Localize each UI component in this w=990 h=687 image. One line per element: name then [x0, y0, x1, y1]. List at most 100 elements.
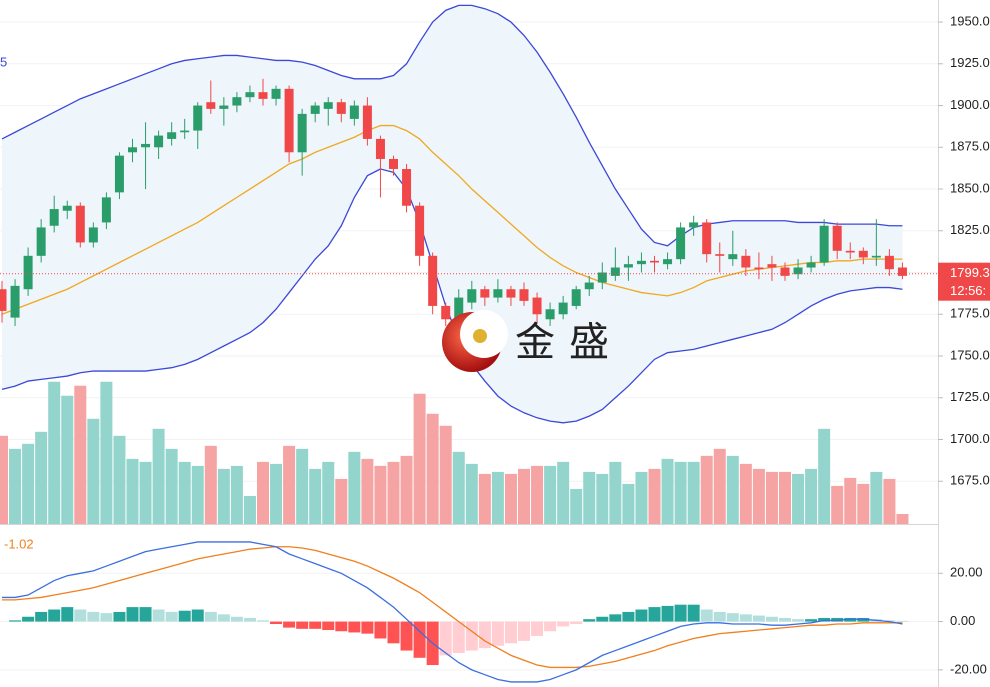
candle-body — [480, 289, 490, 298]
volume-bar — [818, 428, 831, 524]
macd-hist-bar — [87, 611, 100, 622]
volume-bar — [230, 465, 243, 524]
macd-hist-bar — [491, 621, 504, 646]
candle-body — [754, 267, 764, 270]
macd-hist-bar — [309, 621, 322, 629]
candle-body — [362, 105, 372, 139]
volume-bar — [309, 468, 322, 524]
volume-bar — [400, 455, 413, 524]
candle-body — [545, 309, 555, 320]
candle-body — [154, 135, 164, 148]
macd-hist-bar — [518, 621, 530, 641]
macd-hist-bar — [152, 609, 165, 622]
band-fill — [2, 5, 903, 423]
volume-bar — [779, 471, 791, 524]
candle-body — [636, 260, 646, 265]
candle-body — [558, 302, 568, 315]
volume-bar — [100, 381, 113, 524]
candle-body — [584, 282, 594, 290]
volume-bar — [243, 495, 256, 524]
macd-hist-bar — [22, 616, 35, 622]
candle-body — [389, 158, 398, 169]
candle-body — [702, 222, 712, 255]
macd-hist-bar — [609, 614, 622, 622]
volume-bar — [674, 461, 687, 524]
volume-bar — [48, 381, 61, 524]
y-tick-label: 1775.00 — [950, 306, 990, 321]
candle-body — [728, 254, 738, 260]
candle-body — [49, 209, 59, 226]
candle-body — [88, 227, 98, 243]
candle-body — [258, 92, 268, 99]
candle-body — [493, 289, 503, 298]
macd-hist-bar — [230, 616, 243, 622]
volume-bar — [713, 448, 726, 524]
macd-hist-bar — [61, 607, 74, 622]
macd-hist-bar — [113, 611, 126, 622]
y-tick-label: 20.00 — [950, 565, 983, 580]
volume-bar — [661, 458, 674, 524]
candle-body — [454, 297, 464, 320]
volume-bar — [452, 451, 465, 524]
macd-hist-bar — [283, 621, 296, 628]
macd-hist-bar — [700, 609, 713, 622]
candle-body — [310, 105, 320, 114]
candle-body — [780, 267, 790, 276]
volume-bar — [857, 483, 870, 524]
last-price-label: 1799.3 — [950, 265, 990, 280]
macd-hist-bar — [178, 610, 191, 622]
volume-bar — [752, 468, 765, 524]
candle-body — [167, 132, 177, 139]
candle-body — [884, 255, 894, 270]
volume-bar — [896, 513, 909, 524]
macd-hist-bar — [648, 607, 661, 622]
candle-body — [532, 297, 542, 315]
macd-hist-bar — [387, 621, 400, 644]
candle-body — [832, 225, 842, 251]
band-middle — [1, 124, 903, 315]
macd-hist-bar — [544, 621, 557, 632]
volume-bar — [335, 478, 348, 524]
macd-readout: -1.02 — [4, 536, 34, 551]
candle-body — [793, 267, 803, 275]
macd-hist-bar — [557, 621, 570, 627]
candle-body — [402, 168, 412, 206]
volume-bar — [531, 465, 544, 524]
volume-bar — [87, 418, 100, 524]
y-tick-label: 1675.00 — [950, 473, 990, 488]
watermark-text: 金盛 — [515, 321, 623, 365]
macd-dif — [2, 541, 903, 683]
volume-bar — [387, 461, 400, 524]
candle-body — [689, 222, 699, 228]
volume-bar — [622, 483, 635, 524]
watermark: 金盛 — [442, 310, 623, 372]
macd-hist-bar — [257, 620, 269, 622]
macd-hist-bar — [739, 614, 752, 622]
macd-hist-bar — [726, 613, 739, 622]
volume-bar — [35, 431, 48, 524]
macd-hist-bar — [191, 609, 204, 622]
volume-bar — [831, 485, 844, 524]
candle-body — [349, 105, 359, 119]
volume-bar — [844, 477, 857, 524]
macd-hist-bar — [622, 611, 635, 622]
macd-hist-bar — [570, 621, 583, 624]
y-tick-label: 1700.00 — [950, 431, 990, 446]
volume-bar — [22, 443, 35, 524]
macd-hist-bar — [74, 609, 87, 622]
volume-bar — [478, 473, 491, 524]
macd-hist-bar — [413, 621, 426, 658]
volume-bar — [74, 385, 87, 524]
macd-hist-bar — [100, 613, 113, 622]
candle-body — [271, 88, 281, 99]
macd-hist-bar — [348, 621, 361, 633]
macd-hist-bar — [165, 611, 178, 622]
macd-hist-bar — [35, 611, 48, 622]
candle-body — [441, 305, 451, 320]
volume-bar — [191, 465, 204, 524]
volume-bar — [283, 445, 296, 524]
candle-body — [114, 155, 124, 193]
volume-bar — [348, 451, 361, 524]
macd-panel — [0, 541, 938, 683]
candle-body — [871, 255, 881, 258]
